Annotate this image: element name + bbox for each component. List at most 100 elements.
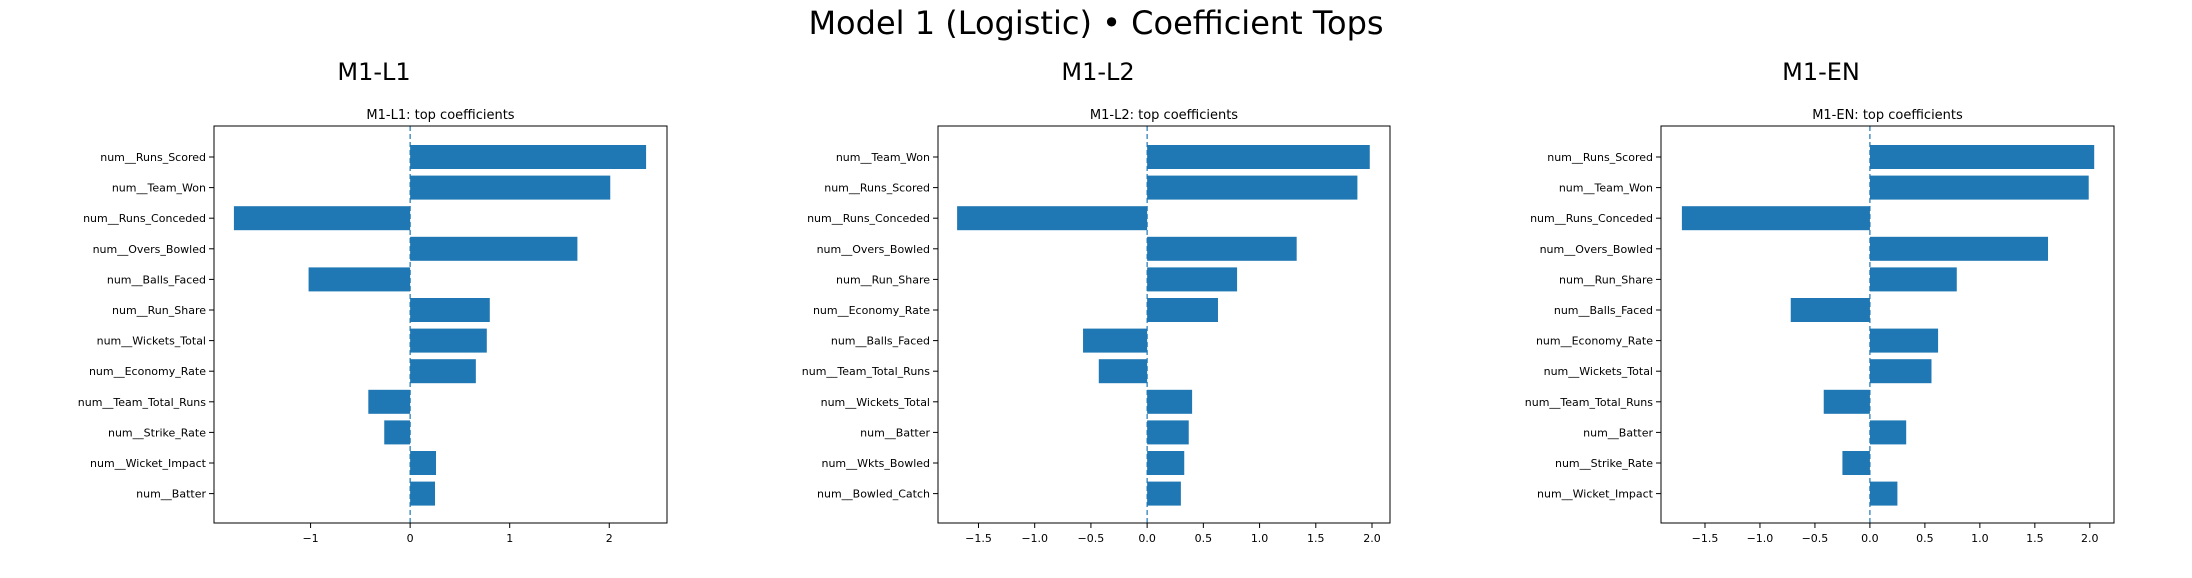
y-tick-label: num__Strike_Rate bbox=[1555, 457, 1653, 470]
bar bbox=[1823, 389, 1870, 414]
y-tick-label: num__Economy_Rate bbox=[1536, 335, 1653, 348]
y-tick-label: num__Team_Won bbox=[112, 182, 206, 195]
y-tick-label: num__Team_Total_Runs bbox=[78, 396, 207, 409]
bar bbox=[410, 236, 578, 261]
y-tick-label: num__Wickets_Total bbox=[97, 335, 206, 348]
bar bbox=[1842, 451, 1870, 475]
axes-frame bbox=[213, 125, 668, 524]
x-tick-label: −1 bbox=[302, 532, 318, 545]
y-tick-label: num__Batter bbox=[136, 488, 206, 501]
bar bbox=[410, 451, 437, 475]
y-tick-label: num__Wickets_Total bbox=[1544, 365, 1653, 378]
bar bbox=[1869, 175, 2089, 200]
y-tick-label: num__Runs_Conceded bbox=[83, 212, 206, 225]
bar bbox=[1147, 420, 1189, 445]
axes-title: M1-L2: top coefficients bbox=[1090, 108, 1238, 123]
y-tick-label: num__Overs_Bowled bbox=[1540, 243, 1653, 256]
y-tick-label: num__Balls_Faced bbox=[1554, 304, 1653, 317]
bar bbox=[1869, 420, 1907, 445]
y-tick-label: num__Economy_Rate bbox=[89, 365, 206, 378]
bar bbox=[1147, 389, 1193, 414]
x-tick-label: −1.5 bbox=[965, 532, 992, 545]
y-tick-label: num__Team_Won bbox=[836, 151, 930, 164]
x-tick-label: 2.0 bbox=[2081, 532, 2099, 545]
bar bbox=[1869, 236, 2049, 261]
bar bbox=[957, 206, 1148, 231]
bar bbox=[410, 145, 647, 169]
x-tick-label: 0.0 bbox=[1138, 532, 1156, 545]
y-tick-label: num__Run_Share bbox=[1559, 273, 1653, 286]
y-tick-label: num__Team_Won bbox=[1559, 182, 1653, 195]
y-tick-label: num__Runs_Scored bbox=[100, 151, 206, 164]
y-tick-label: num__Wicket_Impact bbox=[90, 457, 207, 470]
bar bbox=[1147, 145, 1370, 169]
x-tick-label: 2 bbox=[606, 532, 613, 545]
y-tick-label: num__Runs_Scored bbox=[1547, 151, 1653, 164]
bar bbox=[1147, 236, 1297, 261]
x-tick-label: 0 bbox=[407, 532, 414, 545]
y-tick-label: num__Runs_Conceded bbox=[1530, 212, 1653, 225]
x-tick-label: 1.0 bbox=[1971, 532, 1989, 545]
bar bbox=[410, 359, 476, 384]
x-tick-label: −1.0 bbox=[1747, 532, 1774, 545]
y-tick-label: num__Wickets_Total bbox=[821, 396, 930, 409]
y-tick-label: num__Runs_Conceded bbox=[807, 212, 930, 225]
x-tick-label: −0.5 bbox=[1078, 532, 1105, 545]
bar bbox=[1869, 328, 1939, 353]
bar bbox=[1147, 451, 1185, 475]
x-tick-label: −1.5 bbox=[1692, 532, 1719, 545]
bar bbox=[410, 175, 611, 200]
bar bbox=[1869, 267, 1957, 292]
bar bbox=[384, 420, 411, 445]
bar bbox=[233, 206, 411, 231]
x-tick-label: 1 bbox=[506, 532, 513, 545]
x-tick-label: −1.0 bbox=[1021, 532, 1048, 545]
bar bbox=[1869, 145, 2095, 169]
x-tick-label: 1.5 bbox=[2026, 532, 2044, 545]
panel-heading-m1-l1: M1-L1 bbox=[337, 58, 411, 86]
bar bbox=[410, 298, 490, 322]
bar bbox=[308, 267, 411, 292]
y-tick-label: num__Strike_Rate bbox=[108, 426, 206, 439]
bar bbox=[1083, 328, 1148, 353]
bar bbox=[1147, 175, 1358, 200]
axes-frame bbox=[937, 125, 1391, 524]
axes-title: M1-EN: top coefficients bbox=[1812, 108, 1963, 123]
x-tick-label: 0.5 bbox=[1916, 532, 1934, 545]
x-tick-label: 0.5 bbox=[1195, 532, 1213, 545]
bar bbox=[1147, 298, 1218, 322]
bar bbox=[1098, 359, 1148, 384]
bar bbox=[410, 481, 436, 506]
y-tick-label: num__Batter bbox=[1583, 426, 1653, 439]
y-tick-label: num__Overs_Bowled bbox=[93, 243, 206, 256]
axes-title: M1-L1: top coefficients bbox=[366, 108, 514, 123]
bar bbox=[1869, 481, 1898, 506]
y-tick-label: num__Run_Share bbox=[112, 304, 206, 317]
y-tick-label: num__Run_Share bbox=[836, 273, 930, 286]
panel-heading-m1-l2: M1-L2 bbox=[1061, 58, 1135, 86]
bar bbox=[1147, 481, 1181, 506]
axes-frame bbox=[1660, 125, 2115, 524]
y-tick-label: num__Economy_Rate bbox=[813, 304, 930, 317]
y-tick-label: num__Balls_Faced bbox=[107, 273, 206, 286]
x-tick-label: 2.0 bbox=[1363, 532, 1381, 545]
figure-suptitle: Model 1 (Logistic) • Coefficient Tops bbox=[808, 4, 1384, 42]
x-tick-label: 1.5 bbox=[1307, 532, 1325, 545]
y-tick-label: num__Balls_Faced bbox=[831, 335, 930, 348]
bar bbox=[368, 389, 411, 414]
panel-heading-m1-en: M1-EN bbox=[1782, 58, 1860, 86]
bar bbox=[1147, 267, 1238, 292]
bar bbox=[1790, 298, 1870, 322]
bar bbox=[410, 328, 487, 353]
y-tick-label: num__Batter bbox=[860, 426, 930, 439]
y-tick-label: num__Wicket_Impact bbox=[1537, 488, 1654, 501]
bar bbox=[1681, 206, 1870, 231]
y-tick-label: num__Bowled_Catch bbox=[817, 488, 930, 501]
y-tick-label: num__Runs_Scored bbox=[824, 182, 930, 195]
x-tick-label: −0.5 bbox=[1802, 532, 1829, 545]
y-tick-label: num__Overs_Bowled bbox=[817, 243, 930, 256]
bar bbox=[1869, 359, 1932, 384]
y-tick-label: num__Team_Total_Runs bbox=[802, 365, 931, 378]
x-tick-label: 1.0 bbox=[1251, 532, 1269, 545]
